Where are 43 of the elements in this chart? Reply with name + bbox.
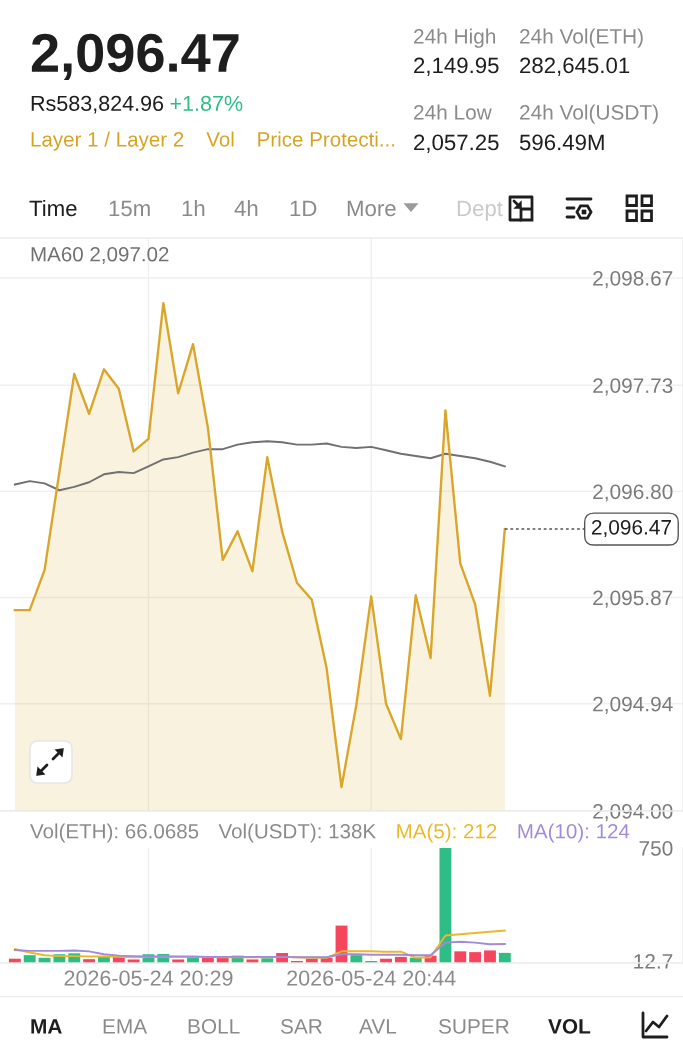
text: 282,645.01: [520, 57, 630, 76]
text: 1D: [290, 200, 317, 217]
y-tick-label: 2,094.00: [593, 804, 673, 822]
y-tick-label: 2,096.80: [593, 484, 673, 502]
text: 2,096.47: [31, 33, 239, 81]
x-tick-label: 2026-05-24 20:44: [287, 970, 456, 986]
text: VOL: [548, 1019, 591, 1034]
text: AVL: [359, 1019, 397, 1034]
text: MA(5): 212: [397, 823, 497, 843]
y-tick-label: 2,094.94: [593, 696, 673, 714]
text: 24h Low: [414, 104, 492, 120]
text: 1h: [182, 199, 205, 217]
text: 24h High: [414, 28, 496, 48]
text: 2,149.95: [414, 57, 499, 76]
text: MA(10): 124: [518, 823, 630, 843]
text: MA60 2,097.02: [31, 246, 169, 264]
text: 4h: [234, 199, 258, 217]
x-tick-label: 2026-05-24 20:29: [64, 970, 233, 986]
y-tick-label: 750: [639, 841, 673, 856]
text: SAR: [280, 1019, 322, 1034]
text: 15m: [109, 200, 150, 217]
text: Rs583,824.96: [31, 95, 164, 114]
text: 24h Vol(ETH): [520, 28, 643, 48]
text: Vol(ETH): 66.0685: [30, 823, 199, 843]
text: +1.87%: [170, 95, 243, 112]
text: SUPER: [438, 1019, 509, 1034]
text: 596.49M: [519, 134, 604, 151]
text: BOLL: [188, 1019, 240, 1034]
y-tick-label: 2,095.87: [593, 590, 673, 608]
text: MA: [31, 1019, 62, 1034]
ref-line-label: 2,096.47: [591, 519, 671, 538]
text: More: [347, 200, 396, 217]
text: 2,057.25: [414, 134, 499, 153]
text: EMA: [103, 1019, 148, 1034]
y-tick-label: 2,098.67: [593, 270, 673, 289]
text: 24h Vol(USDT): [520, 104, 658, 124]
y-tick-label: 2,097.73: [593, 378, 673, 396]
text: Vol: [206, 131, 234, 147]
text: Layer 1 / Layer 2: [31, 131, 184, 151]
y-tick-label: 12.7: [634, 954, 673, 969]
text: Vol(USDT): 138K: [218, 823, 376, 843]
text: Price Protecti...: [258, 131, 395, 147]
text: Time: [29, 199, 77, 217]
